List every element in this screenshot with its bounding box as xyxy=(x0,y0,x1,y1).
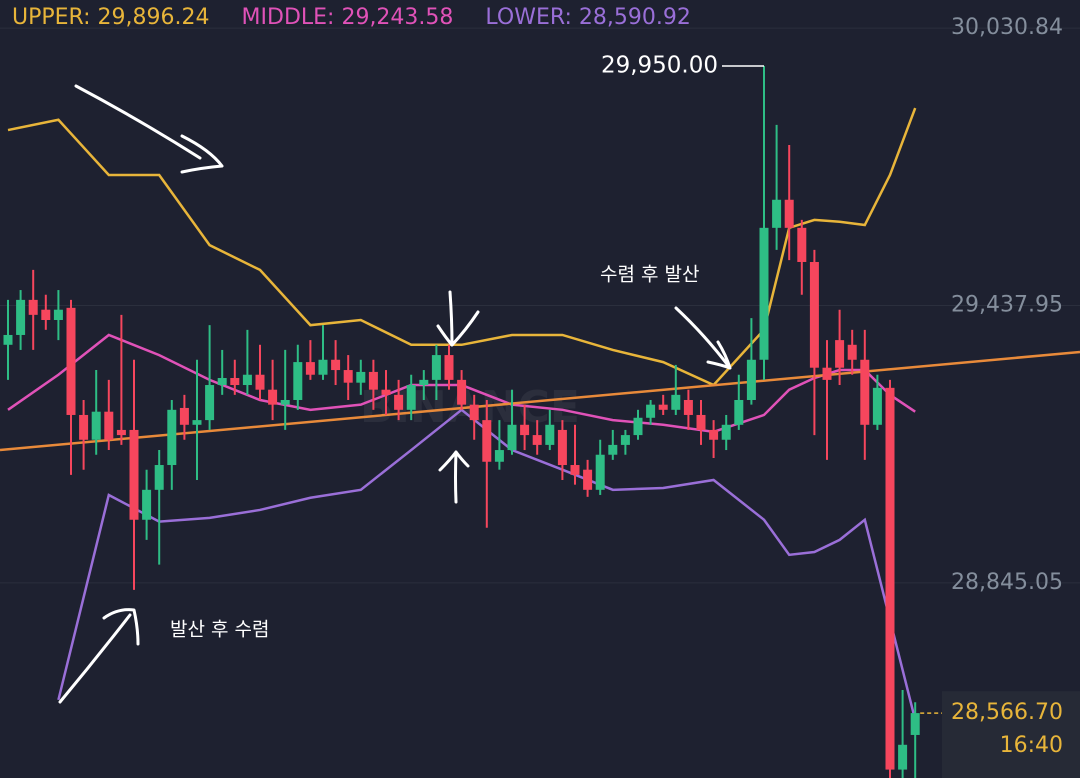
annotation: 발산 후 수렴 xyxy=(170,619,269,641)
candle-body xyxy=(205,385,215,421)
candle-body xyxy=(910,713,920,735)
candle-body xyxy=(532,435,542,445)
candle-body xyxy=(167,409,177,466)
candle-body xyxy=(331,359,341,371)
candle-body xyxy=(91,411,101,440)
candle-body xyxy=(797,227,807,262)
candle-body xyxy=(394,394,404,410)
candle-body xyxy=(104,411,114,440)
candle-body xyxy=(66,307,76,415)
grid xyxy=(0,27,1080,584)
candle-body xyxy=(847,344,857,360)
candle-body xyxy=(217,378,227,386)
candle-body xyxy=(734,399,744,425)
y-axis: 30,030.84 29,437.95 28,845.05 xyxy=(951,15,1063,595)
legend-entry: UPPER: 29,896.24 xyxy=(12,5,210,30)
candle-body xyxy=(142,489,152,520)
candle-body xyxy=(646,404,656,418)
candle-body xyxy=(557,429,567,466)
candle-body xyxy=(809,261,819,368)
candle-body xyxy=(494,450,504,462)
last-price-label: 28,566.70 xyxy=(951,700,1063,725)
legend-entry: LOWER: 28,590.92 xyxy=(485,5,690,30)
candle-body xyxy=(709,429,719,440)
candle-body xyxy=(255,374,265,390)
candle-body xyxy=(406,385,416,410)
candle-body xyxy=(595,454,605,490)
candle-body xyxy=(268,389,278,405)
candle-body xyxy=(368,371,378,390)
band-line xyxy=(7,107,917,387)
candle-body xyxy=(28,299,38,315)
candle-body xyxy=(381,389,391,395)
arrow xyxy=(74,84,224,174)
candle-body xyxy=(431,355,441,380)
candle-body xyxy=(343,370,353,383)
candle-body xyxy=(658,404,668,410)
candle-body xyxy=(570,465,580,475)
candle-body xyxy=(898,744,908,770)
y-tick-label: 29,437.95 xyxy=(951,293,1063,318)
candle-body xyxy=(545,424,555,445)
candle-body xyxy=(507,424,517,451)
time-label: 16:40 xyxy=(1000,733,1063,758)
candle-body xyxy=(885,387,895,770)
candle-body xyxy=(835,340,845,368)
candle-body xyxy=(129,429,139,520)
high-label: 29,950.00 xyxy=(601,52,718,78)
candle-body xyxy=(633,417,643,436)
candle-body xyxy=(444,355,454,380)
candle-body xyxy=(872,387,882,425)
candle-body xyxy=(356,371,366,383)
candle-body xyxy=(79,414,89,440)
candle-body xyxy=(683,399,693,415)
legend-entry: MIDDLE: 29,243.58 xyxy=(242,5,454,30)
candle-body xyxy=(192,420,202,425)
candle-body xyxy=(457,379,467,405)
candle-body xyxy=(318,359,328,375)
y-tick-label: 30,030.84 xyxy=(951,15,1063,40)
candle-body xyxy=(822,367,832,380)
candle-body xyxy=(721,424,731,440)
candle-body xyxy=(3,334,13,345)
trend-line xyxy=(0,350,1080,452)
candle-body xyxy=(482,420,492,462)
candle-body xyxy=(293,362,303,400)
candle-body xyxy=(242,374,252,386)
annotation: 수렴 후 발산 xyxy=(600,264,699,286)
candle-body xyxy=(179,407,189,425)
candle-body xyxy=(520,424,530,436)
candle-body xyxy=(671,394,681,410)
y-tick-label: 28,845.05 xyxy=(951,570,1063,595)
candle-body xyxy=(305,362,315,375)
candle-body xyxy=(469,404,479,421)
candle-body xyxy=(784,199,794,228)
candle-body xyxy=(608,444,618,455)
candle-body xyxy=(620,435,630,445)
candle-body xyxy=(759,227,769,360)
candle-body xyxy=(230,378,240,386)
candle-body xyxy=(583,469,593,490)
candle-body xyxy=(280,399,290,405)
candle-body xyxy=(154,465,164,490)
candle-body xyxy=(696,414,706,430)
arrow xyxy=(674,306,732,370)
candle-body xyxy=(419,379,429,386)
hand-arrows xyxy=(58,84,732,704)
candle-body xyxy=(860,359,870,425)
legend: UPPER: 29,896.24 MIDDLE: 29,243.58 LOWER: … xyxy=(12,5,691,30)
candle-body xyxy=(16,299,26,335)
arrow xyxy=(438,450,470,504)
candle-body xyxy=(41,309,51,320)
arrow xyxy=(58,608,140,704)
candle-body xyxy=(772,199,782,228)
candle-body xyxy=(53,309,63,320)
price-tag xyxy=(942,691,1080,778)
candles xyxy=(3,65,920,778)
candle-body xyxy=(116,429,126,436)
candle-body xyxy=(746,359,756,400)
arrow xyxy=(436,290,480,347)
